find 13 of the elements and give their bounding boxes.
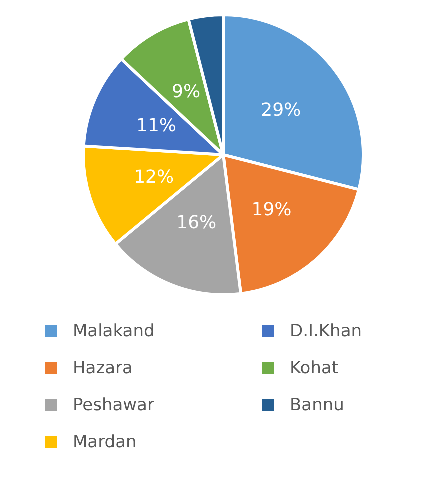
legend-label: Malakand bbox=[73, 322, 155, 342]
data-label: 16% bbox=[176, 212, 217, 234]
data-label: 12% bbox=[134, 167, 174, 188]
data-label: 9% bbox=[172, 82, 201, 103]
legend-label: Hazara bbox=[73, 358, 133, 378]
data-label: 19% bbox=[252, 199, 292, 220]
data-label: 29% bbox=[261, 100, 302, 121]
legend-label: Kohat bbox=[290, 358, 339, 378]
legend-label: Bannu bbox=[290, 396, 344, 416]
legend-label: D.I.Khan bbox=[290, 322, 362, 342]
data-label: 11% bbox=[136, 116, 177, 137]
legend-label: Mardan bbox=[73, 432, 137, 452]
legend-label: Peshawar bbox=[73, 396, 154, 416]
